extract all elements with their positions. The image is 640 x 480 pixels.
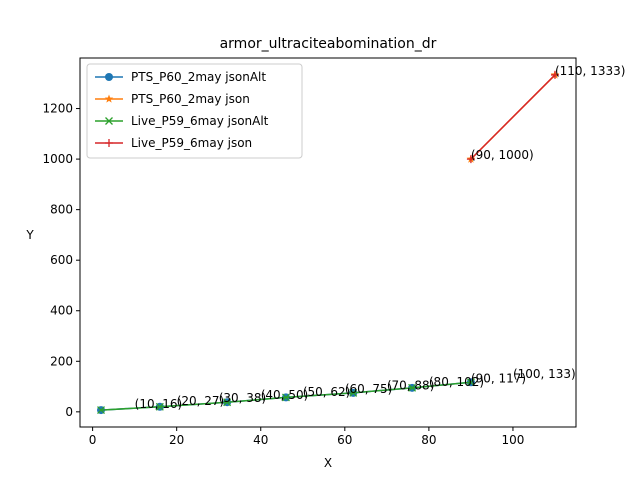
series-4 xyxy=(466,70,559,164)
y-tick-label: 800 xyxy=(50,203,73,217)
data-point xyxy=(223,398,232,407)
point-annotation: (80, 102) xyxy=(429,375,484,389)
legend-label: PTS_P60_2may json xyxy=(131,92,250,106)
x-axis: 0 20 40 60 80 100 xyxy=(89,427,524,447)
data-point xyxy=(105,73,113,81)
point-annotation: (20, 27) xyxy=(177,394,225,408)
data-point xyxy=(408,383,417,392)
point-annotation: (40, 50) xyxy=(261,388,309,402)
legend-label: Live_P59_6may json xyxy=(131,136,252,150)
point-annotation: (90, 1000) xyxy=(471,148,534,162)
point-annotation: (100, 133) xyxy=(513,367,576,381)
x-tick-label: 60 xyxy=(337,433,352,447)
x-axis-label: X xyxy=(324,456,332,470)
point-annotation: (90, 117) xyxy=(471,371,526,385)
data-point xyxy=(104,94,114,103)
legend-item: PTS_P60_2may json xyxy=(95,92,250,106)
x-tick-label: 80 xyxy=(421,433,436,447)
x-tick-label: 20 xyxy=(169,433,184,447)
series-line xyxy=(470,74,556,160)
x-tick-label: 0 xyxy=(89,433,97,447)
y-axis: 0 200 400 600 800 1000 1200 xyxy=(42,102,80,419)
x-tick-label: 100 xyxy=(501,433,524,447)
annotation-layer: (10, 16)(20, 27)(30, 38)(40, 50)(50, 62)… xyxy=(135,64,626,411)
point-annotation: (70, 88) xyxy=(387,379,435,393)
legend-label: Live_P59_6may jsonAlt xyxy=(131,114,269,128)
data-point xyxy=(105,139,113,147)
y-tick-label: 600 xyxy=(50,253,73,267)
x-tick-label: 40 xyxy=(253,433,268,447)
data-point xyxy=(155,402,164,411)
data-point xyxy=(282,393,290,402)
point-annotation: (110, 1333) xyxy=(555,64,625,78)
y-tick-label: 1000 xyxy=(42,152,73,166)
legend-item: Live_P59_6may jsonAlt xyxy=(95,114,269,128)
y-axis-label: Y xyxy=(25,228,34,242)
data-point xyxy=(105,117,113,125)
y-tick-label: 1200 xyxy=(42,102,73,116)
point-annotation: (30, 38) xyxy=(219,391,267,405)
legend-box xyxy=(86,63,303,159)
chart-title: armor_ultraciteabomination_dr xyxy=(220,36,437,52)
legend-label: PTS_P60_2may jsonAlt xyxy=(131,70,266,84)
axes-frame xyxy=(79,57,577,428)
series-3 xyxy=(97,378,475,415)
y-tick-label: 200 xyxy=(50,354,73,368)
legend: PTS_P60_2may jsonAlt PTS_P60_2may json Liv… xyxy=(86,63,303,159)
point-annotation: (60, 75) xyxy=(345,382,393,396)
data-point xyxy=(349,388,358,397)
y-tick-label: 400 xyxy=(50,304,73,318)
data-point xyxy=(466,378,475,387)
legend-item: Live_P59_6may json xyxy=(95,136,252,150)
data-point xyxy=(550,70,559,79)
data-point xyxy=(466,155,475,164)
point-annotation: (50, 62) xyxy=(303,385,351,399)
data-point xyxy=(97,406,105,415)
point-annotation: (10, 16) xyxy=(135,397,183,411)
series-layer xyxy=(97,70,560,415)
legend-item: PTS_P60_2may jsonAlt xyxy=(95,70,266,84)
y-tick-label: 0 xyxy=(65,405,73,419)
